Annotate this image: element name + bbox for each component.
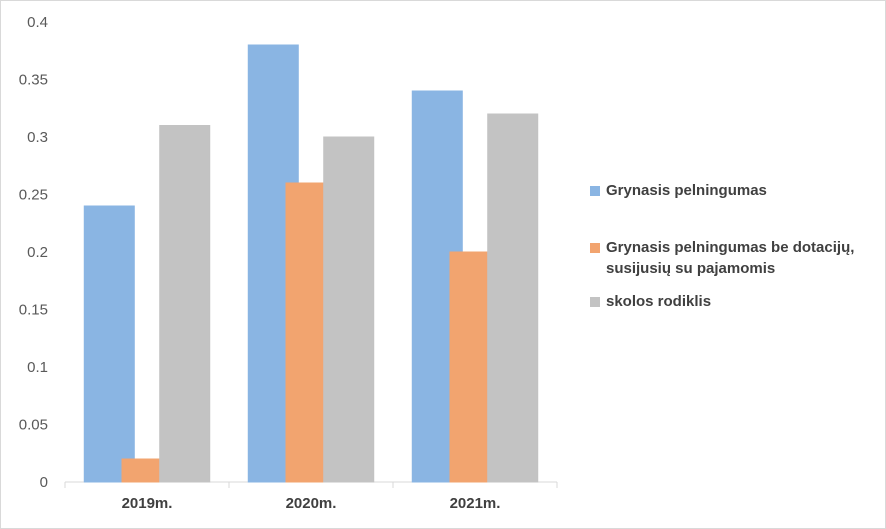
y-tick-label: 0	[40, 474, 48, 491]
legend-label: skolos rodiklis	[606, 293, 712, 310]
y-tick-label: 0.2	[27, 244, 48, 261]
y-tick-label: 0.25	[19, 187, 48, 204]
legend-item-skolos-rodiklis: skolos rodiklis	[590, 291, 880, 312]
bar	[323, 136, 375, 483]
legend: Grynasis pelningumas Grynasis pelninguma…	[590, 180, 880, 312]
y-tick-label: 0.1	[27, 359, 48, 376]
bar	[159, 125, 211, 483]
y-tick-label: 0.05	[19, 417, 48, 434]
legend-item-be-dotaciju: Grynasis pelningumas be dotacijų, susiju…	[590, 237, 880, 279]
legend-label: Grynasis pelningumas be dotacijų, susiju…	[606, 239, 855, 277]
x-tick-label: 2021m.	[450, 495, 501, 512]
bar	[487, 113, 539, 483]
y-tick-label: 0.4	[27, 14, 48, 31]
x-tick-label: 2020m.	[286, 495, 337, 512]
legend-swatch	[590, 243, 600, 253]
x-tick-label: 2019m.	[122, 495, 173, 512]
y-tick-label: 0.15	[19, 302, 48, 319]
y-tick-label: 0.3	[27, 129, 48, 146]
legend-item-grynasis-pelningumas: Grynasis pelningumas	[590, 180, 880, 201]
legend-label: Grynasis pelningumas	[606, 182, 767, 199]
legend-swatch	[590, 297, 600, 307]
bar	[83, 205, 135, 483]
y-tick-label: 0.35	[19, 72, 48, 89]
legend-swatch	[590, 186, 600, 196]
